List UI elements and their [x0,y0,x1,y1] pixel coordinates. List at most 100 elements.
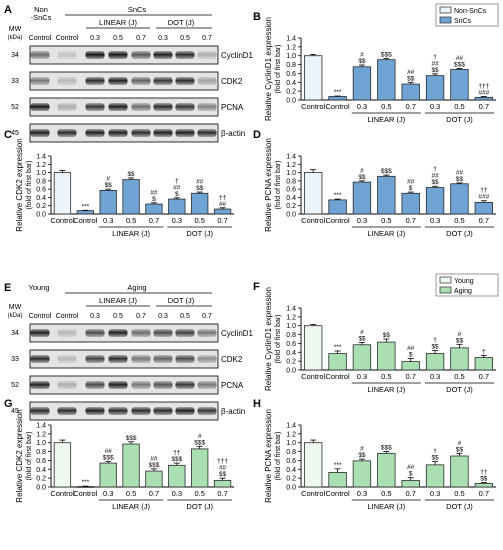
significance-label: † [433,337,437,344]
bar [168,198,186,215]
mw-value: 45 [11,130,19,137]
significance-label: $$ [431,344,439,351]
bar [377,59,396,101]
x-tick-label: 0.5 [126,216,136,225]
y-tick-label: 0.0 [36,485,46,492]
y-tick-label: 1.0 [36,440,46,447]
blot-row: 52 PCNA [11,97,244,117]
protein-band [153,355,173,363]
legend-label: Non-SnCs [454,8,487,15]
protein-band [197,103,217,111]
y-tick-label: 1.2 [36,431,46,438]
group-label: DOT (J) [186,502,213,511]
y-tick-label: 0.6 [286,458,296,465]
group-label: DOT (J) [446,229,473,238]
y-tick-label: 0.4 [286,467,296,474]
lane-label: 0.5 [113,313,123,320]
protein-band [175,381,195,389]
significance-label: † [482,348,486,355]
protein-band [108,355,128,363]
y-tick-label: 0.8 [286,449,296,456]
group-header-line1: Young [29,283,50,292]
x-tick-label: 0.5 [454,102,464,111]
legend-swatch [439,276,452,284]
legend-box [435,3,499,27]
group-header: Aging [127,283,146,292]
x-tick-label: 0.3 [172,489,182,498]
y-tick-label: 0.6 [36,187,46,194]
western-blot-panel-e: E Young Aging LINEAR (J) DOT (J) MW (kDa… [4,282,254,421]
significance-label: # [360,446,364,453]
y-tick-label: 0.4 [36,195,46,202]
y-tick-label: 0.6 [286,341,296,348]
bar [76,210,94,215]
panel-letter: B [253,11,261,23]
significance-label: ## [407,179,415,186]
protein-band [153,407,173,415]
significance-label: ## [407,345,415,352]
protein-band [30,77,50,85]
western-blot-panel-a: A Non -SnCs SnCs LINEAR (J) DOT (J) MW (… [4,4,254,143]
x-tick-label: 0.3 [357,216,367,225]
protein-name: β-actin [221,407,245,416]
protein-name: PCNA [221,103,244,112]
x-tick-label: 0.7 [217,216,227,225]
significance-label: ## [219,465,227,472]
significance-label: ††† [478,83,489,90]
x-tick-label: 0.7 [405,102,415,111]
protein-band [131,129,151,137]
legend-swatch [439,286,452,294]
bar [450,347,469,371]
significance-label: *** [82,479,90,486]
x-tick-label: 0.7 [479,489,489,498]
subgroup-label-dot: DOT (J) [168,18,195,27]
significance-label: $$$ [126,435,137,442]
bar [352,66,372,101]
y-axis-title: Relative PCNA expression [264,138,273,232]
y-tick-label: 0.4 [286,350,296,357]
y-tick-label: 1.0 [286,170,296,177]
bar [425,353,445,371]
significance-label: $$ [219,471,227,478]
y-tick-label: 1.4 [286,306,296,313]
y-tick-label: 0.2 [36,476,46,483]
protein-band [108,129,128,137]
protein-band [108,77,128,85]
legend-swatch [439,6,452,14]
lane-label: 0.3 [90,35,100,42]
x-tick-label: 0.7 [217,489,227,498]
protein-band [175,51,195,59]
significance-label: $$$ [381,445,392,452]
protein-band [57,355,77,363]
lane-label: 0.5 [180,35,190,42]
bar [53,442,72,488]
lane-labels: Control Control 0.3 0.5 0.7 0.3 0.5 0.7 [29,313,212,320]
significance-label: †† [480,469,488,476]
x-tick-label: 0.7 [479,102,489,111]
y-axis-subtitle: (fold of first bar) [275,44,282,93]
significance-label: *** [82,203,90,210]
significance-label: $$ [456,446,464,453]
group-label: LINEAR (J) [367,229,405,238]
protein-band [175,329,195,337]
y-tick-label: 0.0 [36,212,46,219]
lane-label: Control [56,35,79,42]
y-tick-label: 0.2 [286,476,296,483]
protein-band [131,329,151,337]
y-tick-label: 0.6 [286,187,296,194]
group-label: DOT (J) [446,502,473,511]
y-tick-label: 1.4 [286,36,296,43]
y-tick-label: 0.8 [286,332,296,339]
protein-band [153,381,173,389]
significance-label: $$$ [103,454,114,461]
x-tick-label: 0.3 [172,216,182,225]
lane-label: 0.7 [202,35,212,42]
significance-label: †† [480,187,488,194]
mw-value: 33 [11,78,19,85]
protein-band [197,329,217,337]
y-tick-label: 0.8 [286,178,296,185]
y-tick-label: 0.2 [286,89,296,96]
x-tick-label: 0.7 [405,372,415,381]
significance-label: $$ [105,182,113,189]
significance-label: $$$ [381,51,392,58]
